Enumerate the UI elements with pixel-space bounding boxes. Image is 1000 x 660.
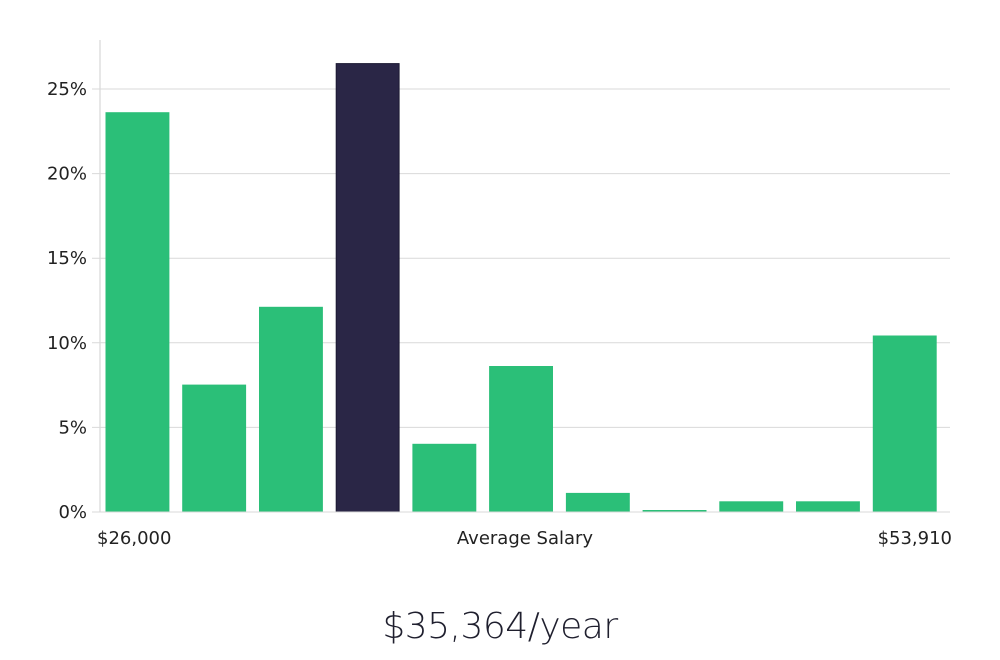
bar (796, 501, 860, 513)
x-axis-min-label: $26,000 (97, 528, 172, 549)
bar (489, 366, 554, 513)
bar-highlighted (335, 63, 400, 513)
bar (872, 335, 937, 513)
y-tick-label: 5% (58, 417, 87, 438)
y-tick-label: 20% (47, 164, 87, 185)
bar (565, 492, 630, 513)
bar (182, 384, 247, 513)
salary-histogram: 0% 5% 10% 15% 20% 25% (47, 40, 950, 523)
x-axis-max-label: $53,910 (877, 528, 952, 549)
y-tick-label: 0% (58, 502, 87, 523)
bar (259, 306, 323, 513)
y-tick-label: 15% (47, 248, 87, 269)
bar (719, 501, 784, 513)
bar (412, 443, 477, 513)
average-salary-value: $35,364/year (382, 606, 618, 647)
bar (105, 112, 170, 513)
x-axis-title: Average Salary (456, 528, 594, 549)
y-tick-label: 25% (47, 79, 87, 100)
y-tick-label: 10% (47, 333, 87, 354)
